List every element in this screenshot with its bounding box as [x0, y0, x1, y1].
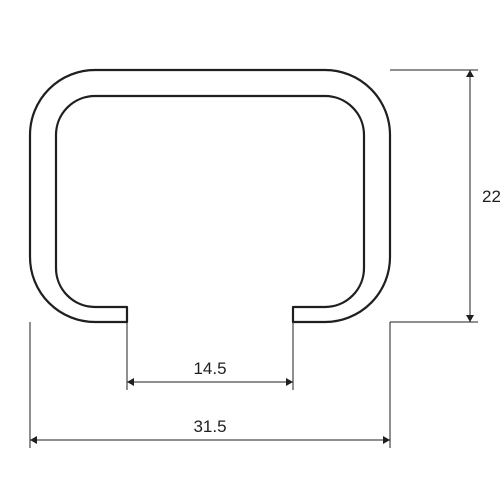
- dim-height-label: 22: [482, 187, 500, 206]
- dim-height: 22: [390, 70, 500, 322]
- dim-slot-label: 14.5: [193, 359, 226, 378]
- technical-drawing: 22 14.5 31.5: [0, 0, 500, 500]
- dim-slot: 14.5: [127, 322, 293, 390]
- profile-outline: [30, 70, 390, 322]
- dim-width-label: 31.5: [193, 417, 226, 436]
- dim-width: 31.5: [30, 322, 390, 448]
